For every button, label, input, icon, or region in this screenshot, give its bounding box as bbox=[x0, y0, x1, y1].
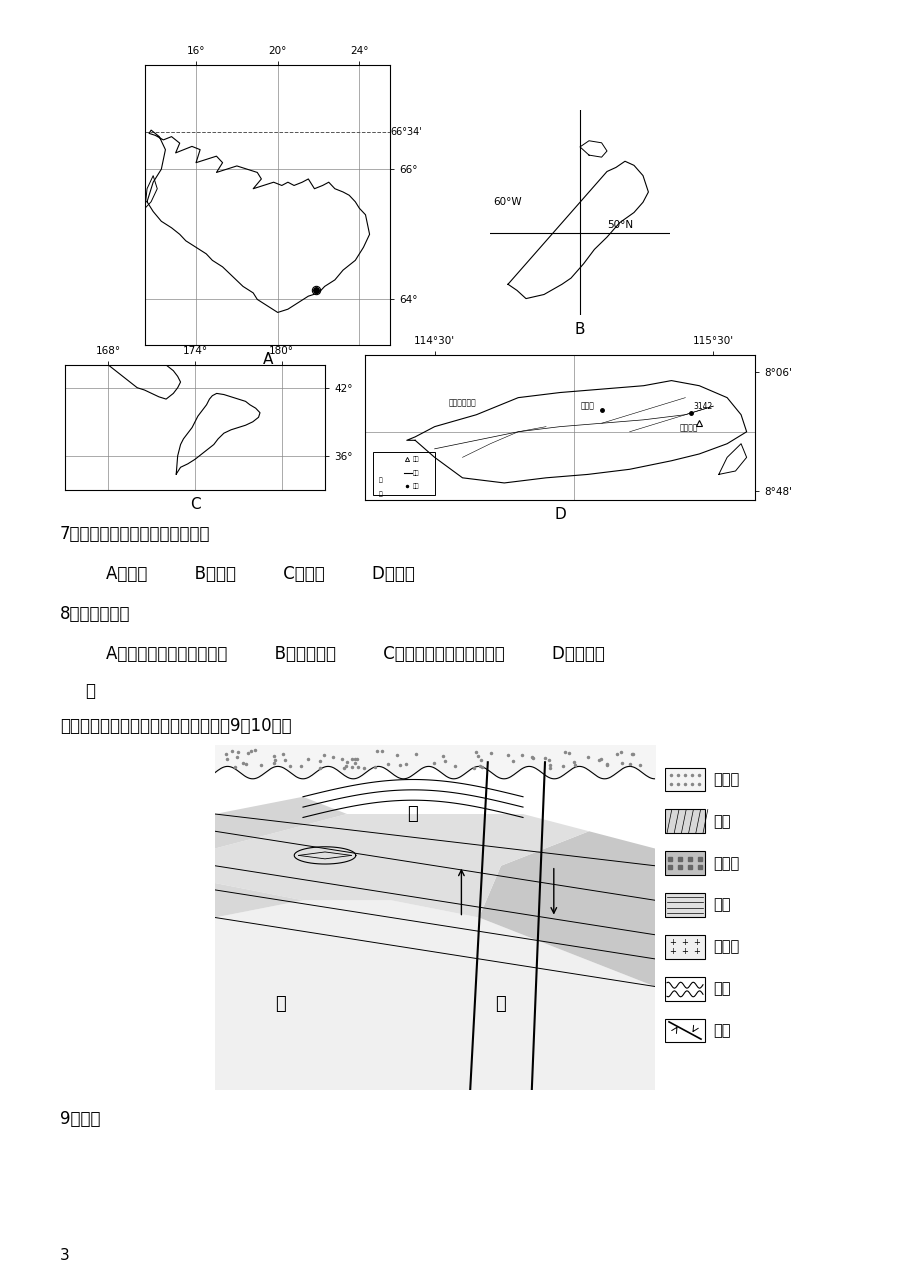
Text: 火山: 火山 bbox=[412, 456, 418, 462]
Text: 国家森林公园: 国家森林公园 bbox=[448, 399, 476, 408]
Text: 7．该建筑特点的主要功能不包括: 7．该建筑特点的主要功能不包括 bbox=[60, 525, 210, 543]
Polygon shape bbox=[215, 901, 654, 1091]
Bar bbox=[664, 935, 704, 958]
Text: +: + bbox=[681, 947, 687, 956]
FancyBboxPatch shape bbox=[373, 452, 434, 494]
Text: 3: 3 bbox=[60, 1249, 70, 1263]
Text: 断层: 断层 bbox=[712, 1023, 730, 1038]
Text: +: + bbox=[669, 938, 675, 947]
Text: 溶洞: 溶洞 bbox=[712, 981, 730, 996]
Bar bbox=[664, 893, 704, 917]
Text: 石灰岩: 石灰岩 bbox=[712, 856, 739, 870]
Polygon shape bbox=[479, 831, 654, 986]
Text: B: B bbox=[574, 322, 584, 338]
Text: +: + bbox=[669, 947, 675, 956]
Text: 河流: 河流 bbox=[412, 470, 418, 475]
Text: +: + bbox=[693, 947, 699, 956]
Bar bbox=[664, 1019, 704, 1042]
Text: 下图为某地地质剖面示意图。读图回答9～10题。: 下图为某地地质剖面示意图。读图回答9～10题。 bbox=[60, 717, 291, 735]
Text: A．正午太阳高度逐渐变大         B．昼长夜短         C．正午太阳高度逐渐变小         D．昼渐变: A．正午太阳高度逐渐变大 B．昼长夜短 C．正午太阳高度逐渐变小 D．昼渐变 bbox=[85, 645, 604, 662]
Text: 例: 例 bbox=[379, 478, 382, 483]
Text: 丙: 丙 bbox=[407, 805, 418, 823]
Text: 甲: 甲 bbox=[276, 995, 286, 1013]
Text: D: D bbox=[553, 507, 565, 522]
Text: 沉积物: 沉积物 bbox=[712, 772, 739, 787]
Text: +: + bbox=[681, 938, 687, 947]
Text: 8．该月，当地: 8．该月，当地 bbox=[60, 605, 130, 623]
Text: 图: 图 bbox=[379, 492, 382, 497]
Polygon shape bbox=[215, 814, 588, 917]
Text: 巴厘岛: 巴厘岛 bbox=[580, 401, 595, 410]
Bar bbox=[664, 977, 704, 1000]
Bar bbox=[664, 809, 704, 833]
Text: A．遮阴         B．排水         C．防风         D．防潮: A．遮阴 B．排水 C．防风 D．防潮 bbox=[85, 564, 414, 583]
Text: 66°34': 66°34' bbox=[390, 127, 421, 138]
Text: 页岩: 页岩 bbox=[712, 897, 730, 912]
Text: 60°W: 60°W bbox=[494, 197, 522, 208]
Text: 9．图中: 9．图中 bbox=[60, 1110, 100, 1127]
Text: A: A bbox=[263, 352, 273, 367]
Text: 阿贡火山: 阿贡火山 bbox=[679, 424, 698, 433]
Text: 3142: 3142 bbox=[693, 401, 712, 410]
Bar bbox=[664, 851, 704, 875]
Text: 砂岩: 砂岩 bbox=[712, 814, 730, 829]
Text: 城镇: 城镇 bbox=[412, 484, 418, 489]
Bar bbox=[664, 768, 704, 791]
Text: 花岗岩: 花岗岩 bbox=[712, 939, 739, 954]
Text: +: + bbox=[693, 938, 699, 947]
Polygon shape bbox=[215, 796, 346, 848]
Text: 短: 短 bbox=[85, 682, 95, 699]
Text: C: C bbox=[189, 497, 200, 512]
Polygon shape bbox=[215, 883, 302, 917]
Text: 50°N: 50°N bbox=[607, 220, 632, 229]
Text: 乙: 乙 bbox=[495, 995, 505, 1013]
